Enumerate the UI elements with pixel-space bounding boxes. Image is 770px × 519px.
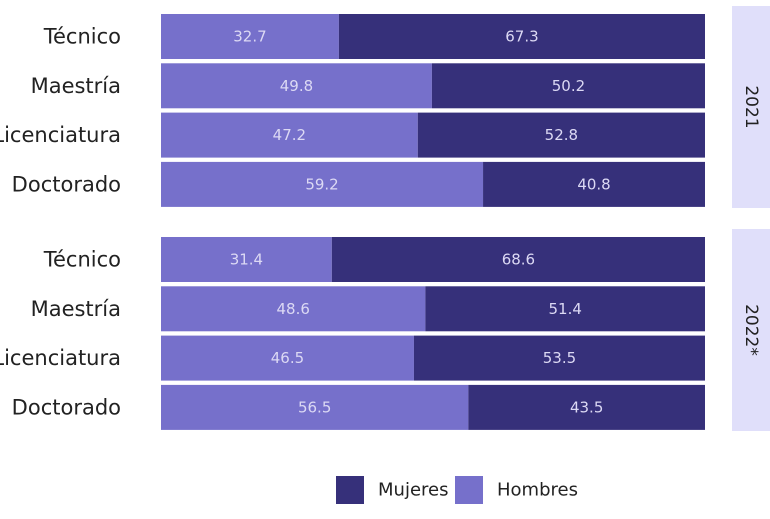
- bar-2022-licenciatura-mujeres: [413, 335, 705, 381]
- value-label-2022-maestria-hombres: 48.6: [276, 300, 309, 318]
- bar-2022-doctorado-mujeres: [468, 384, 705, 430]
- value-label-2022-tecnico-mujeres: 68.6: [502, 251, 535, 269]
- bar-2021-doctorado-mujeres: [483, 161, 705, 207]
- category-label-doctorado: Doctorado: [12, 395, 121, 419]
- bar-2022-maestria-mujeres: [425, 286, 705, 332]
- value-label-2021-doctorado-hombres: 59.2: [305, 175, 338, 193]
- bar-2021-maestria-hombres: [161, 63, 432, 109]
- value-label-2021-maestria-mujeres: 50.2: [552, 77, 585, 95]
- value-label-2021-tecnico-mujeres: 67.3: [505, 28, 538, 46]
- facet-strip-2022: [732, 229, 770, 431]
- legend-swatch-hombres: [455, 476, 483, 504]
- bar-2022-doctorado-hombres: [161, 384, 469, 430]
- category-label-maestria: Maestría: [31, 74, 121, 98]
- value-label-2022-licenciatura-mujeres: 53.5: [543, 349, 576, 367]
- facet-strip-2021: [732, 6, 770, 208]
- bar-2021-tecnico-hombres: [161, 14, 339, 59]
- bar-2021-licenciatura-hombres: [161, 112, 418, 158]
- legend-label-hombres: Hombres: [497, 480, 578, 501]
- value-label-2021-tecnico-hombres: 32.7: [233, 28, 266, 46]
- facet-label-2021: 2021: [741, 85, 761, 128]
- value-label-2021-doctorado-mujeres: 40.8: [577, 175, 610, 193]
- value-label-2022-tecnico-hombres: 31.4: [230, 251, 263, 269]
- bar-2021-maestria-mujeres: [431, 63, 705, 109]
- category-label-licenciatura: Licenciatura: [0, 346, 121, 370]
- bar-2021-licenciatura-mujeres: [417, 112, 705, 158]
- category-label-doctorado: Doctorado: [12, 172, 121, 196]
- bar-2021-doctorado-hombres: [161, 161, 484, 207]
- bar-2022-licenciatura-hombres: [161, 335, 414, 381]
- legend-label-mujeres: Mujeres: [378, 480, 448, 501]
- value-label-2021-licenciatura-mujeres: 52.8: [545, 126, 578, 144]
- value-label-2022-doctorado-mujeres: 43.5: [570, 398, 603, 416]
- value-label-2021-maestria-hombres: 49.8: [280, 77, 313, 95]
- legend-swatch-mujeres: [336, 476, 364, 504]
- value-label-2022-maestria-mujeres: 51.4: [548, 300, 581, 318]
- bar-2022-maestria-hombres: [161, 286, 426, 332]
- facet-label-2022: 2022*: [741, 304, 761, 356]
- bar-2022-tecnico-hombres: [161, 237, 332, 282]
- value-label-2022-doctorado-hombres: 56.5: [298, 398, 331, 416]
- bar-2021-tecnico-mujeres: [338, 14, 705, 59]
- value-label-2022-licenciatura-hombres: 46.5: [271, 349, 304, 367]
- bar-2022-tecnico-mujeres: [331, 237, 705, 282]
- category-label-tecnico: Técnico: [43, 25, 121, 49]
- category-label-licenciatura: Licenciatura: [0, 123, 121, 147]
- category-label-tecnico: Técnico: [43, 248, 121, 272]
- category-label-maestria: Maestría: [31, 297, 121, 321]
- value-label-2021-licenciatura-hombres: 47.2: [273, 126, 306, 144]
